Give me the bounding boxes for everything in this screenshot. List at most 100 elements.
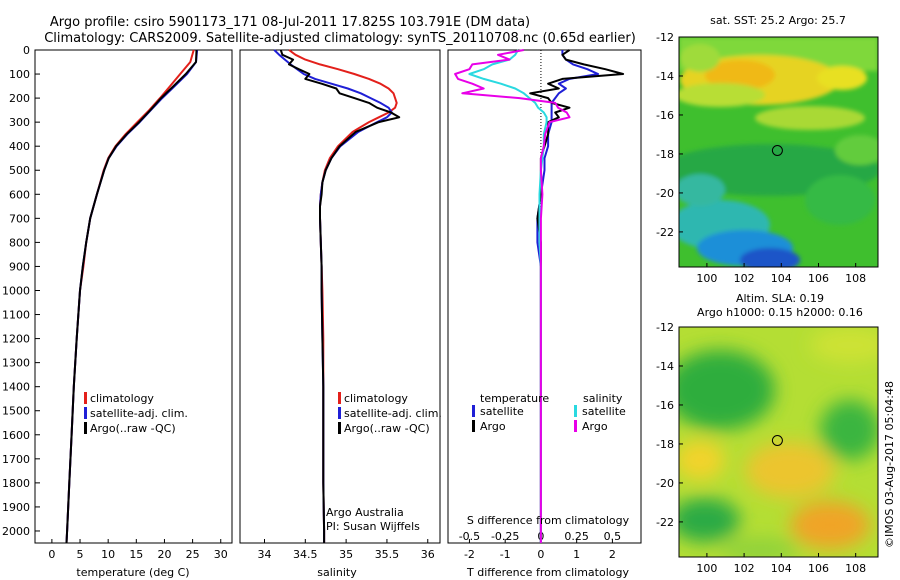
depth-tick-label: 1300 (2, 357, 30, 370)
argo-float-marker (771, 145, 783, 156)
lat-tick-label: -16 (656, 399, 674, 412)
sst-map-title: sat. SST: 25.2 Argo: 25.7 (710, 14, 846, 27)
lon-tick-label: 100 (696, 272, 717, 285)
lat-tick-label: -18 (656, 148, 674, 161)
salinity-lines (273, 49, 401, 543)
legend-label-climatology: climatology (90, 392, 154, 405)
x-tick-label: 2 (609, 548, 616, 561)
sst-map-frame (678, 36, 879, 268)
depth-tick-label: 1200 (2, 333, 30, 346)
lon-tick-label: 102 (734, 272, 755, 285)
depth-tick-label: 200 (9, 92, 30, 105)
legend-swatch-s-argo (574, 420, 577, 432)
sst-map-panel: sat. SST: 25.2 Argo: 25.7 100 102 1 (656, 14, 879, 285)
legend-label-s-argo: Argo (582, 420, 608, 433)
temperature-lines (65, 49, 199, 544)
x-tick-label: 5 (77, 548, 84, 561)
x-tick-label: 10 (101, 548, 115, 561)
lat-tick-label: -12 (656, 31, 674, 44)
legend-swatch-argo (338, 422, 341, 434)
depth-tick-label: 600 (9, 188, 30, 201)
series-line-argo-raw-qc- (279, 49, 401, 543)
depth-tick-label: 300 (9, 116, 30, 129)
series-line-salinity-argo (454, 49, 571, 543)
lat-tick-label: -18 (656, 438, 674, 451)
figure-title-line1: Argo profile: csiro 5901173_171 08-Jul-2… (50, 15, 530, 30)
legend-label-s-satellite: satellite (582, 405, 626, 418)
lat-tick-label: -16 (656, 109, 674, 122)
difference-lines (454, 49, 625, 543)
sla-heatmap (679, 327, 878, 557)
series-line-argo-raw-qc- (65, 49, 198, 544)
lon-tick-label: 104 (771, 562, 792, 575)
depth-tick-label: 1500 (2, 405, 30, 418)
s-tick-label: 0.5 (604, 530, 622, 543)
lon-tick-label: 108 (845, 272, 866, 285)
legend-header-salinity: salinity (583, 392, 623, 405)
depth-tick-label: 800 (9, 236, 30, 249)
depth-tick-label: 1800 (2, 477, 30, 490)
legend-swatch-t-satellite (472, 405, 475, 417)
x-tick-label: 30 (214, 548, 228, 561)
lat-tick-label: -22 (656, 516, 674, 529)
figure-title-line2: Climatology: CARS2009. Satellite-adjuste… (44, 31, 636, 46)
depth-tick-label: 400 (9, 140, 30, 153)
salinity-panel: 34 34.5 35 35.5 36 salinity climatology sate… (239, 49, 442, 579)
difference-axes-frame (447, 49, 642, 544)
depth-tick-label: 100 (9, 68, 30, 81)
lon-tick-label: 100 (696, 562, 717, 575)
temperature-panel: 0100200300400500600700800900100011001200… (2, 44, 233, 579)
temperature-axes-frame (34, 49, 233, 544)
sla-map-axes: 100 102 104 106 108 -12 -14 -16 -18 -20 -22 (656, 321, 866, 575)
s-difference-label: S difference from climatology (467, 514, 630, 527)
legend-swatch-s-satellite (574, 405, 577, 417)
x-tick-label: 35.5 (375, 548, 400, 561)
x-tick-label: 35 (339, 548, 353, 561)
salinity-legend: climatology satellite-adj. clim. Argo(..… (338, 392, 442, 435)
legend-swatch-climatology (84, 392, 87, 404)
depth-tick-label: 700 (9, 212, 30, 225)
depth-tick-label: 0 (23, 44, 30, 57)
legend-label-climatology: climatology (344, 392, 408, 405)
x-tick-label: 1 (573, 548, 580, 561)
lon-tick-label: 108 (845, 562, 866, 575)
s-tick-label: -0.25 (491, 530, 519, 543)
legend-label-t-argo: Argo (480, 420, 506, 433)
sst-map-axes: 100 102 104 106 108 -12 -14 -16 -18 -20 -22 (656, 31, 866, 285)
x-tick-label: 25 (186, 548, 200, 561)
lon-tick-label: 102 (734, 562, 755, 575)
imos-footer: ©IMOS 03-Aug-2017 05:04:48 (883, 381, 896, 548)
s-tick-label: 0.25 (564, 530, 589, 543)
s-tick-label: -0.5 (459, 530, 480, 543)
lat-tick-label: -20 (656, 477, 674, 490)
sla-map-title-line2: Argo h1000: 0.15 h2000: 0.16 (697, 306, 863, 319)
x-tick-label: -1 (500, 548, 511, 561)
depth-tick-label: 1600 (2, 429, 30, 442)
legend-label-satellite: satellite-adj. clim. (344, 407, 442, 420)
sla-map-panel: Altim. SLA: 0.19 Argo h1000: 0.15 h2000:… (656, 292, 879, 575)
depth-tick-label: 1700 (2, 453, 30, 466)
pi-annotation-line2: PI: Susan Wijffels (326, 520, 420, 533)
lat-tick-label: -22 (656, 226, 674, 239)
legend-label-argo: Argo(..raw -QC) (344, 422, 430, 435)
legend-swatch-satellite (84, 407, 87, 419)
difference-panel: -2 -1 0 1 2 -0.5 -0.25 0 0.25 0.5 T difference f… (447, 49, 642, 579)
s-difference-axis: -0.5 -0.25 0 0.25 0.5 (459, 530, 621, 543)
x-tick-label: 0 (48, 548, 55, 561)
x-tick-label: 34.5 (293, 548, 318, 561)
depth-tick-label: 1100 (2, 309, 30, 322)
sst-heatmap (679, 37, 878, 267)
x-tick-label: -2 (464, 548, 475, 561)
salinity-x-axis: 34 34.5 35 35.5 36 (257, 539, 435, 561)
temperature-legend: climatology satellite-adj. clim. Argo(..… (84, 392, 188, 435)
lat-tick-label: -14 (656, 70, 674, 83)
x-tick-label: 20 (157, 548, 171, 561)
depth-tick-label: 1000 (2, 284, 30, 297)
legend-swatch-t-argo (472, 420, 475, 432)
legend-label-argo: Argo(..raw -QC) (90, 422, 176, 435)
pi-annotation-line1: Argo Australia (326, 506, 404, 519)
x-tick-label: 36 (421, 548, 435, 561)
salinity-xlabel: salinity (317, 566, 357, 579)
legend-header-temperature: temperature (480, 392, 549, 405)
